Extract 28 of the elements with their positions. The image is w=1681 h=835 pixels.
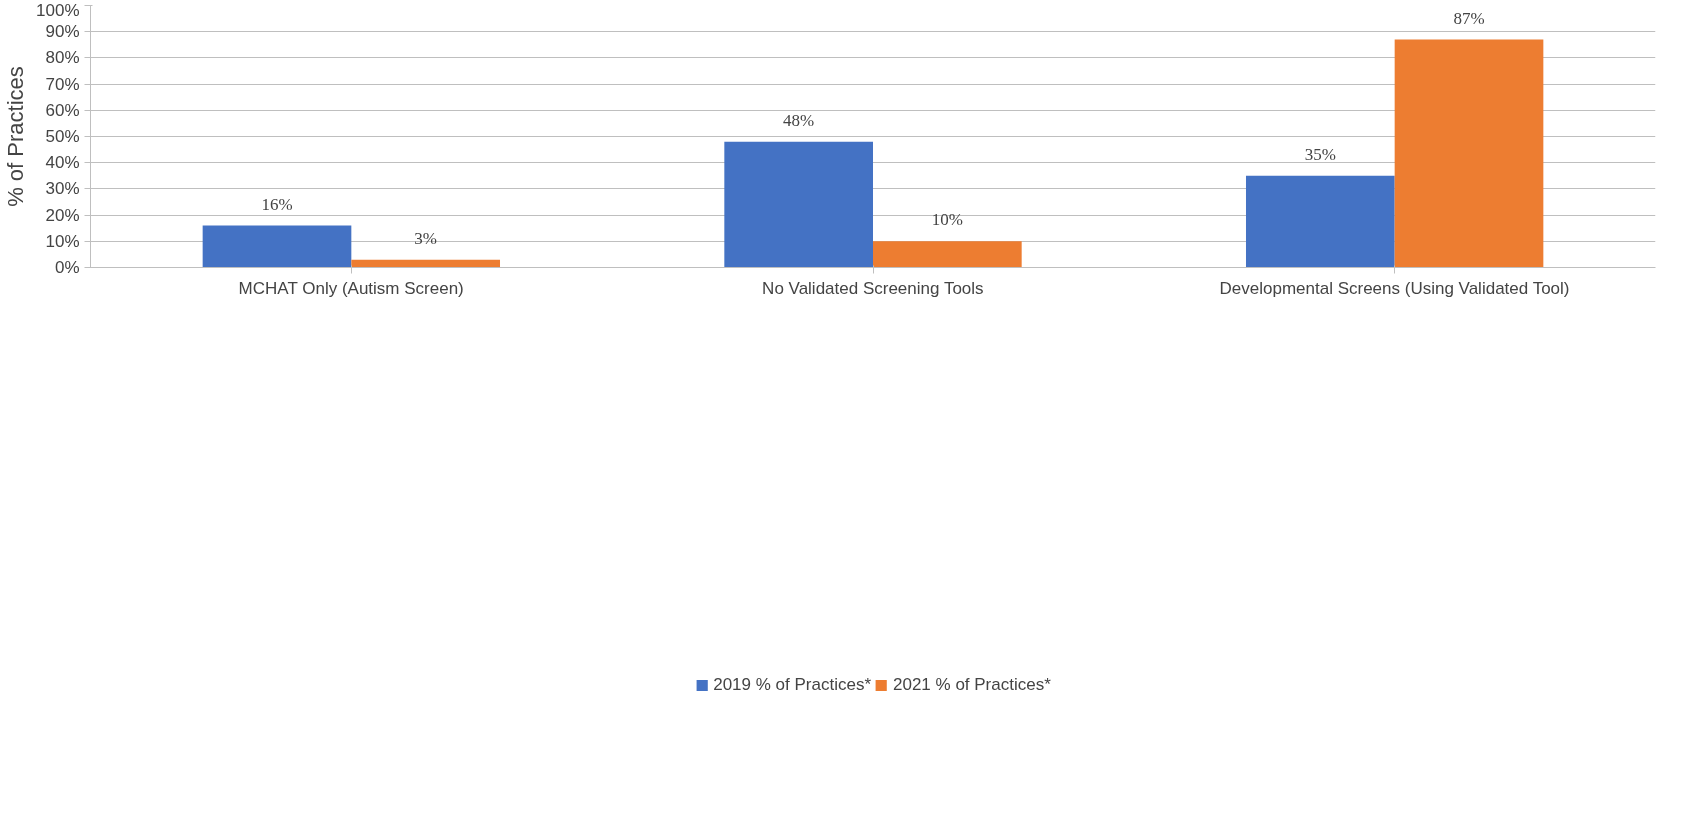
data-label: 48% bbox=[783, 110, 815, 130]
y-tick-label: 30% bbox=[45, 179, 80, 199]
y-tick-label: 50% bbox=[45, 127, 80, 146]
legend-label: 2019 % of Practices* bbox=[713, 675, 871, 695]
data-label: 35% bbox=[1304, 144, 1336, 164]
bar bbox=[724, 141, 873, 268]
bar bbox=[873, 241, 1022, 268]
y-tick-label: 100% bbox=[36, 0, 80, 20]
data-label: 3% bbox=[414, 228, 438, 248]
y-tick-label: 90% bbox=[45, 22, 80, 42]
y-tick-label: 80% bbox=[45, 48, 80, 68]
x-tick-label: MCHAT Only (Autism Screen) bbox=[238, 278, 464, 298]
x-tick-label: No Validated Screening Tools bbox=[762, 278, 984, 298]
y-tick-label: 0% bbox=[54, 258, 80, 277]
y-tick-label: 70% bbox=[45, 74, 80, 94]
x-tick-label: Developmental Screens (Using Validated Tool) bbox=[1219, 278, 1570, 298]
y-tick-label: 60% bbox=[45, 100, 80, 120]
bar bbox=[202, 225, 352, 268]
y-tick-label: 20% bbox=[45, 205, 80, 225]
y-tick-label: 10% bbox=[45, 231, 80, 251]
data-label: 87% bbox=[1453, 8, 1485, 28]
legend-label: 2021 % of Practices* bbox=[893, 675, 1051, 695]
bar bbox=[1245, 175, 1395, 268]
y-axis-title: % of Practices bbox=[3, 66, 29, 207]
y-tick-label: 40% bbox=[45, 153, 80, 173]
data-label: 16% bbox=[261, 194, 293, 214]
data-label: 10% bbox=[931, 210, 963, 230]
bar bbox=[1394, 39, 1544, 268]
